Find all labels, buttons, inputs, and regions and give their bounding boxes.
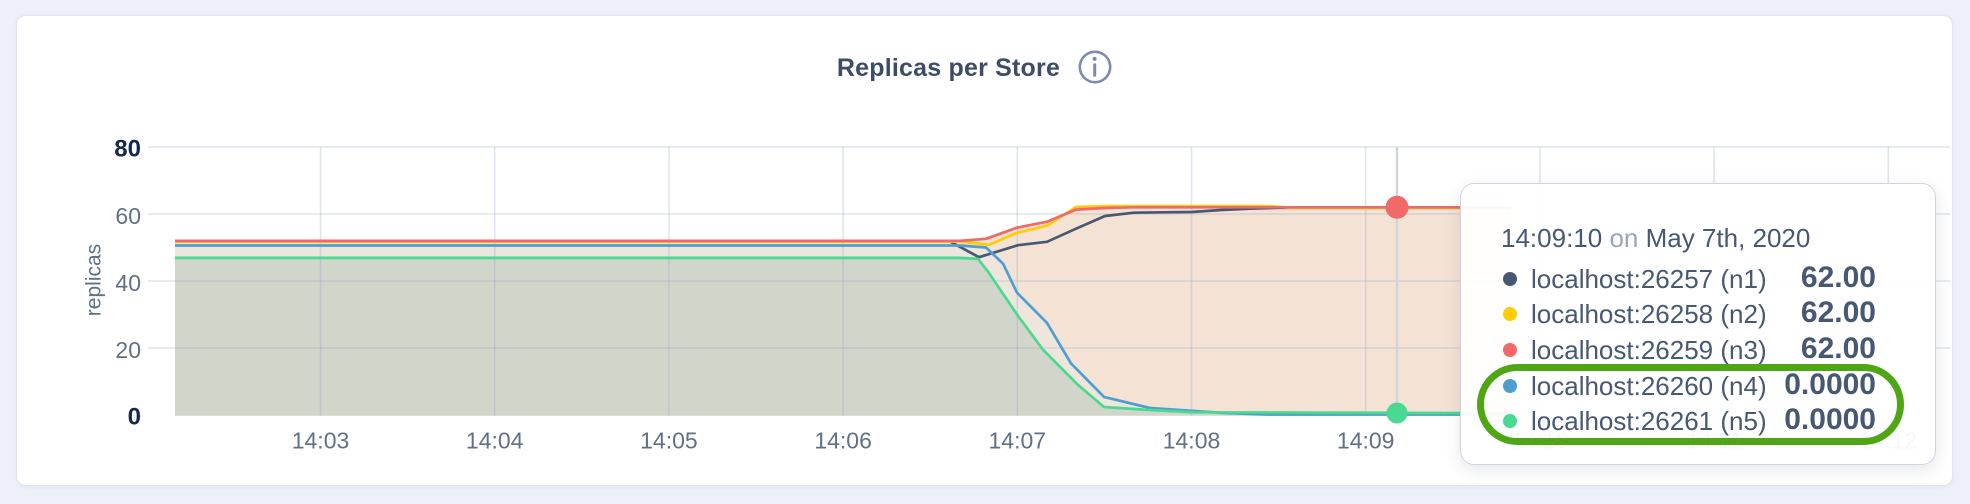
svg-text:14:08: 14:08 xyxy=(1163,428,1221,454)
svg-text:40: 40 xyxy=(115,270,141,296)
svg-text:20: 20 xyxy=(115,337,141,363)
svg-text:80: 80 xyxy=(114,136,141,163)
svg-text:replicas: replicas xyxy=(83,244,106,316)
svg-text:14:03: 14:03 xyxy=(292,428,350,454)
svg-text:14:09: 14:09 xyxy=(1337,428,1395,454)
svg-text:14:07: 14:07 xyxy=(989,428,1047,454)
svg-text:14:06: 14:06 xyxy=(814,428,872,454)
svg-text:14:04: 14:04 xyxy=(466,428,524,454)
svg-text:60: 60 xyxy=(115,203,141,229)
svg-text:14:05: 14:05 xyxy=(640,428,698,454)
svg-text:0: 0 xyxy=(128,404,141,431)
